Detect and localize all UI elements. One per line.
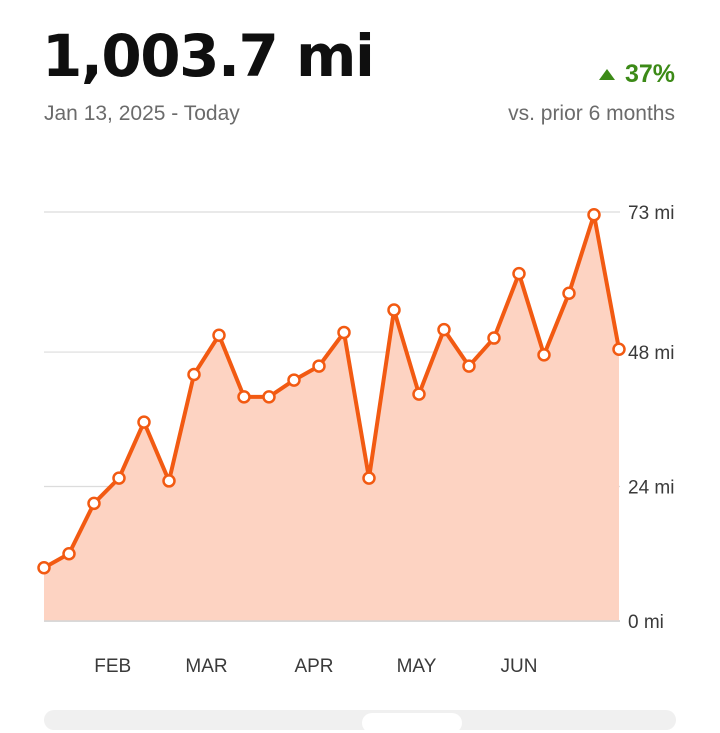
x-tick-label: APR [294,656,333,677]
date-range: Jan 13, 2025 - Today [44,102,240,125]
y-tick-label: 48 mi [628,343,674,364]
data-point [562,286,576,300]
comparison-label: vs. prior 6 months [508,102,675,125]
x-tick-label: FEB [94,656,131,677]
data-point [37,561,51,575]
total-distance: 1,003.7 mi [42,22,375,90]
data-point [337,325,351,340]
data-point [237,390,251,404]
data-point [212,328,226,343]
change-indicator: 37% [598,60,675,89]
y-tick-label: 0 mi [628,612,664,633]
data-point [537,348,551,362]
data-point [437,322,451,337]
data-point [462,359,476,373]
change-percent: 37% [624,60,675,88]
data-point [362,471,376,485]
x-tick-label: MAY [397,656,437,677]
data-point [387,303,401,317]
area-fill [44,214,619,621]
data-point [487,331,501,345]
data-point [137,415,151,429]
data-point [262,390,276,404]
series-line [42,212,621,570]
data-point [62,547,76,561]
data-point [162,474,176,488]
data-point [512,266,526,281]
data-point [287,373,301,387]
data-point [87,496,101,511]
data-point [112,471,126,485]
data-point [612,342,626,357]
x-tick-label: MAR [185,656,227,677]
y-tick-label: 24 mi [628,478,674,499]
x-tick-label: JUN [501,656,538,677]
distance-chart: 0 mi 24 mi 48 mi 73 mi FEB MAR APR MAY JUN [37,203,674,677]
y-tick-label: 73 mi [628,203,674,224]
range-selector-thumb[interactable] [362,713,462,733]
arrow-up-icon [598,69,615,80]
data-point [587,208,601,222]
data-point [312,359,326,373]
range-selector[interactable] [44,710,676,733]
data-point [187,367,201,382]
data-point [412,387,426,401]
